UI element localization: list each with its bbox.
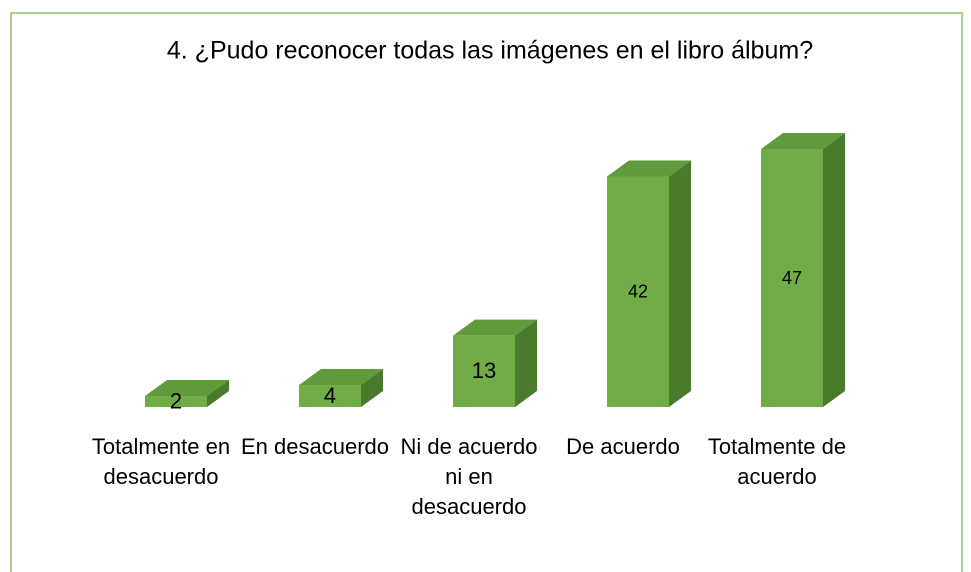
bar-side [207, 380, 229, 407]
bar [145, 396, 207, 407]
x-tick-label: En desacuerdo [241, 434, 389, 459]
data-label: 13 [472, 358, 496, 383]
x-tick-label: Ni de acuerdo ni en desacuerdo [400, 434, 538, 519]
x-tick-label: Totalmente de acuerdo [707, 434, 847, 489]
bar-top [761, 133, 845, 149]
bar-side [669, 160, 691, 407]
bar [607, 176, 669, 407]
chart-frame [10, 12, 963, 572]
bar-side [515, 319, 537, 407]
bar-top [453, 319, 537, 336]
data-label: 4 [324, 383, 336, 408]
bar-top [607, 160, 691, 177]
bar-side [361, 369, 383, 407]
bar [761, 149, 823, 407]
bar [453, 335, 515, 407]
bar [299, 385, 361, 407]
bar-side [823, 133, 845, 407]
bar-top [299, 369, 383, 386]
data-label: 47 [782, 268, 802, 288]
data-label: 2 [170, 388, 182, 413]
chart-title: 4. ¿Pudo reconocer todas las imágenes en… [167, 37, 813, 65]
x-tick-label: Totalmente en desacuerdo [91, 434, 231, 489]
x-tick-label: De acuerdo [566, 434, 680, 459]
bar-top [145, 380, 229, 397]
data-label: 42 [628, 281, 648, 301]
